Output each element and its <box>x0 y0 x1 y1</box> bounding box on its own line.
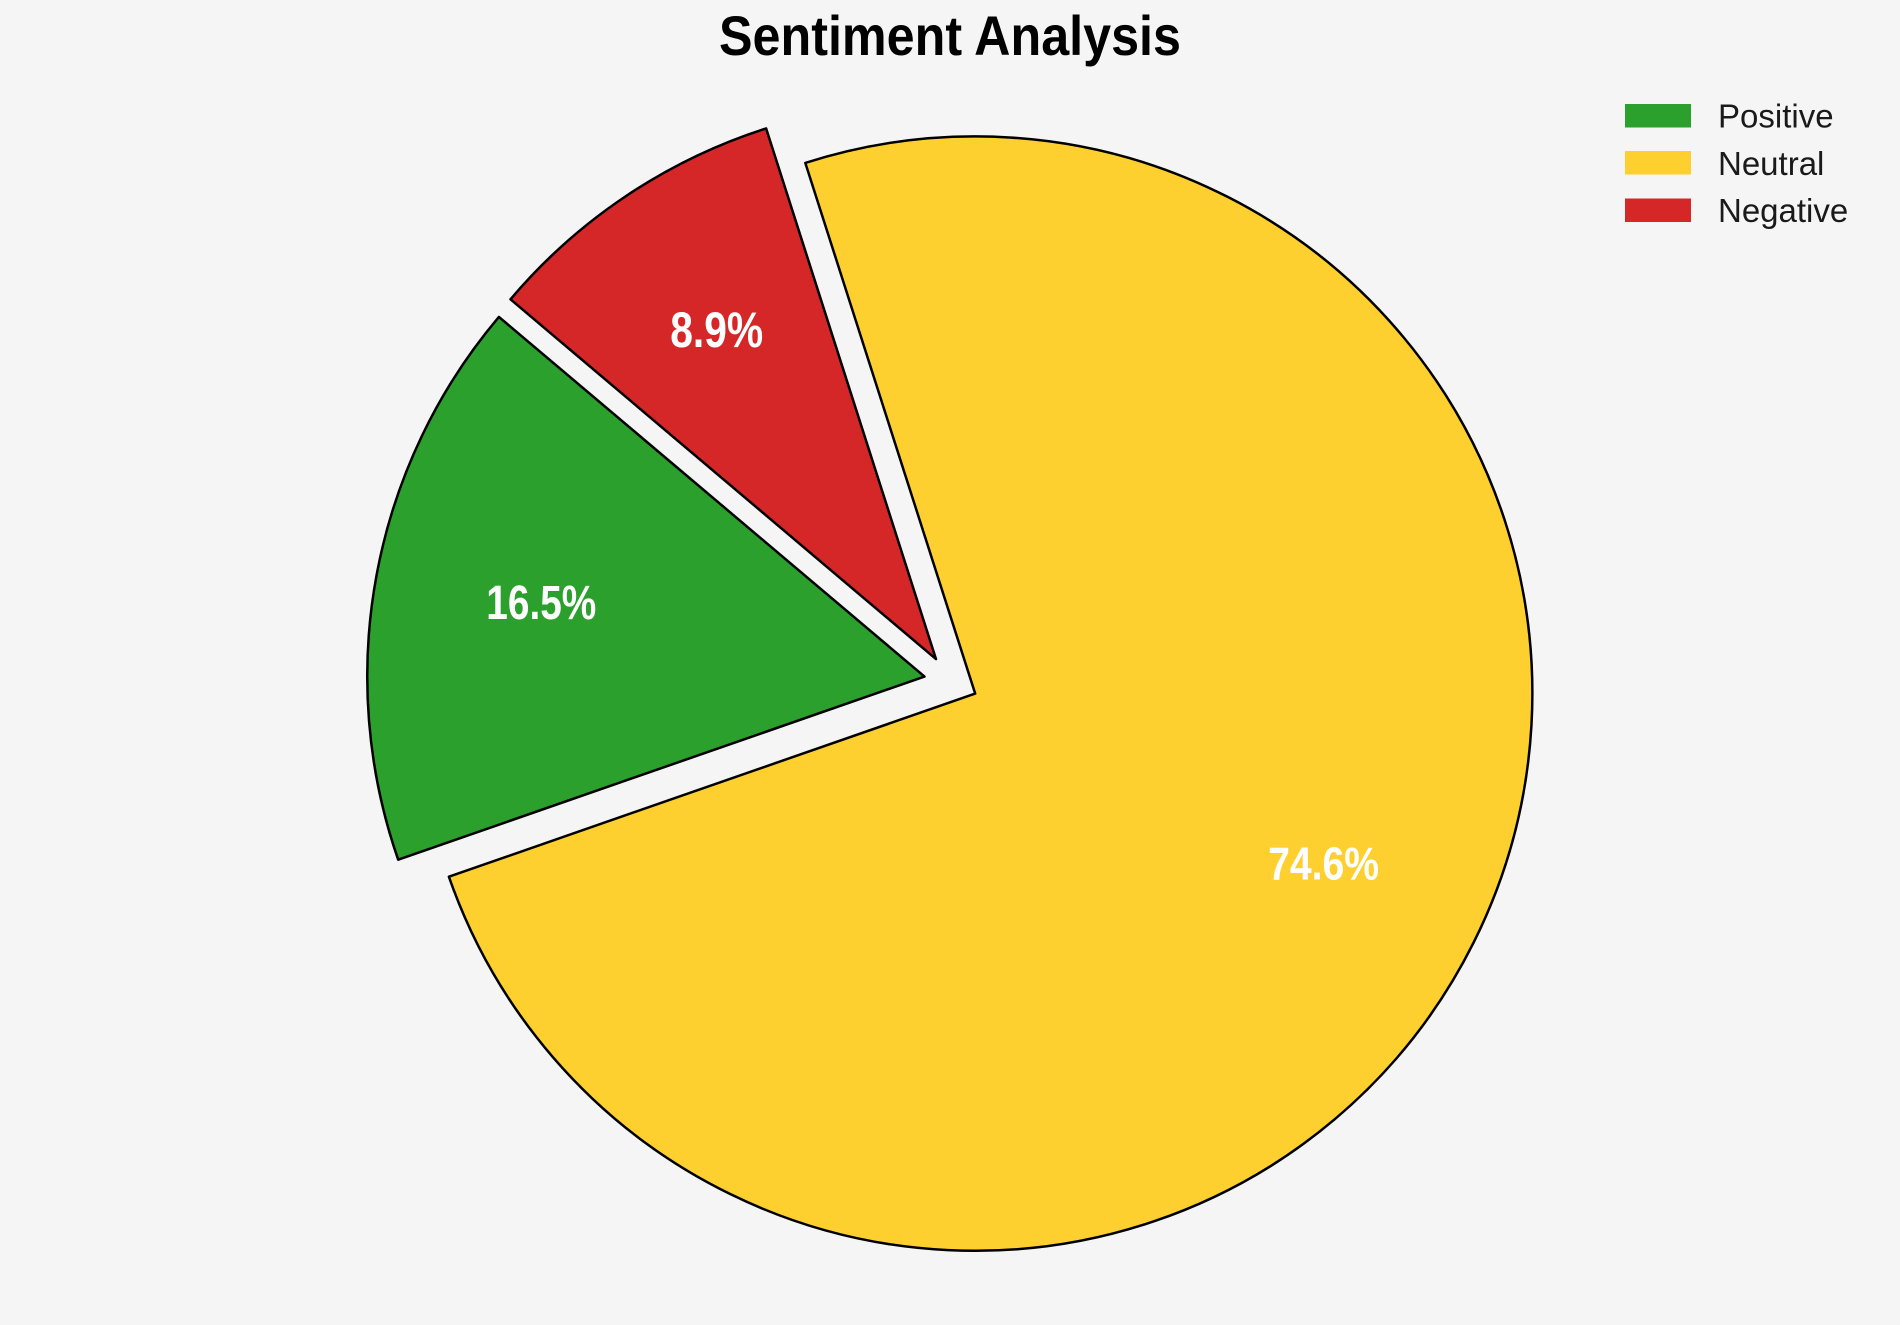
svg-text:8.9%: 8.9% <box>670 301 763 358</box>
svg-text:Neutral: Neutral <box>1718 145 1824 182</box>
svg-text:74.6%: 74.6% <box>1268 838 1379 890</box>
svg-text:Sentiment Analysis: Sentiment Analysis <box>719 5 1181 67</box>
svg-text:Negative: Negative <box>1718 192 1848 229</box>
svg-text:Positive: Positive <box>1718 98 1834 135</box>
svg-text:16.5%: 16.5% <box>486 576 596 630</box>
